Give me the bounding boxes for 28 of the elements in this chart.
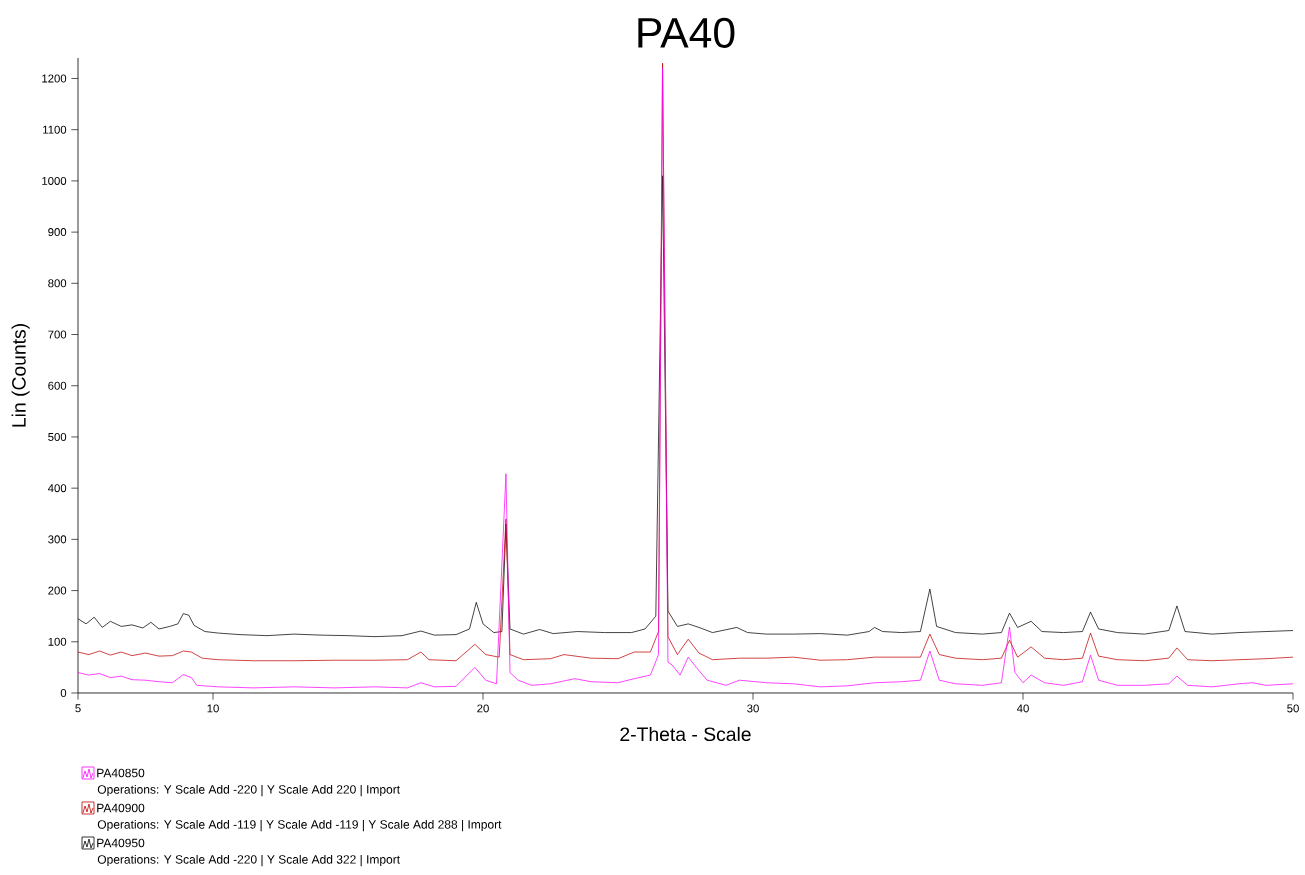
y-tick-label: 1100 — [43, 125, 67, 134]
y-tick-label: 0 — [60, 689, 67, 698]
text: Operations: Y Scale Add -220 | Y Scale Add 220 | Import — [97, 784, 400, 797]
text: Operations: Y Scale Add -220 | Y Scale Add 322 | Import — [97, 854, 400, 867]
y-tick-label: 900 — [48, 228, 67, 237]
y-tick-label: 400 — [47, 484, 67, 493]
y-tick-label: 800 — [48, 279, 67, 288]
text: Operations: Y Scale Add -119 | Y Scale Add -119 | Y Scale Add 288 | Import — [97, 819, 502, 832]
legend-label: PA40850 — [97, 768, 145, 778]
x-tick-label: 20 — [477, 704, 489, 713]
y-tick-label: 500 — [48, 432, 67, 441]
y-tick-label: 700 — [48, 330, 67, 339]
x-tick-label: 5 — [75, 704, 81, 713]
x-tick-label: 50 — [1287, 704, 1299, 713]
x-tick-label: 30 — [747, 704, 759, 713]
y-axis-title: Lin (Counts) — [11, 324, 30, 427]
y-tick-label: 1200 — [42, 74, 67, 83]
y-tick-label: 1000 — [42, 176, 67, 185]
legend-label: PA40950 — [97, 838, 145, 848]
chart-title: PA40 — [638, 17, 735, 48]
y-tick-label: 300 — [48, 535, 67, 544]
x-tick-label: 40 — [1016, 704, 1029, 713]
y-tick-label: 600 — [48, 381, 67, 390]
x-axis-title: 2-Theta - Scale — [620, 726, 751, 742]
x-tick-label: 10 — [207, 704, 219, 713]
y-tick-label: 200 — [48, 586, 67, 595]
legend-label: PA40900 — [97, 803, 145, 813]
y-tick-label: 100 — [48, 637, 67, 646]
